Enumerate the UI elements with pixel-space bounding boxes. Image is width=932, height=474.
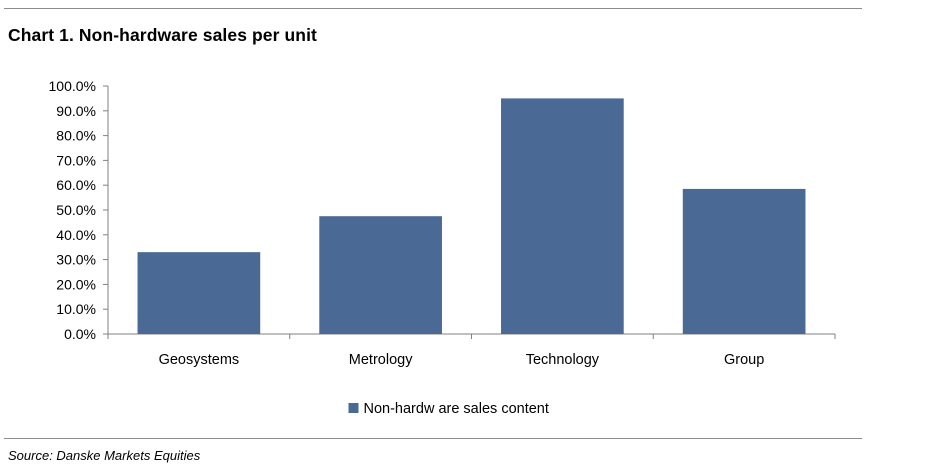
- y-tick-label: 30.0%: [56, 252, 96, 268]
- bar-technology: [501, 98, 624, 335]
- bars: [137, 98, 806, 335]
- y-axis: 0.0% 10.0% 20.0% 30.0% 40.0% 50.0% 60.0% 70.0% 8…: [49, 78, 109, 342]
- y-tick-label: 80.0%: [56, 128, 96, 144]
- legend-label: Non-hardw are sales content: [364, 401, 549, 417]
- y-tick-label: 10.0%: [56, 301, 96, 317]
- x-tick-label: Group: [724, 352, 764, 368]
- bar-group: [682, 188, 806, 334]
- x-tick-label: Technology: [526, 352, 600, 368]
- x-axis: Geosystems Metrology Technology Group: [107, 333, 836, 368]
- top-rule: [4, 8, 862, 9]
- y-tick-label: 40.0%: [56, 227, 96, 243]
- bottom-rule: [4, 438, 862, 439]
- y-tick-label: 60.0%: [56, 177, 96, 193]
- legend: Non-hardw are sales content: [348, 401, 549, 417]
- y-tick-label: 90.0%: [56, 103, 96, 119]
- y-tick-label: 20.0%: [56, 276, 96, 292]
- y-tick-label: 0.0%: [64, 326, 96, 342]
- source-note: Source: Danske Markets Equities: [8, 448, 201, 463]
- y-tick-label: 100.0%: [49, 78, 96, 94]
- x-tick-label: Geosystems: [159, 352, 240, 368]
- legend-swatch: [348, 403, 359, 413]
- y-tick-label: 50.0%: [56, 202, 96, 218]
- bar-geosystems: [137, 252, 261, 334]
- y-tick-label: 70.0%: [56, 152, 96, 168]
- bar-metrology: [319, 216, 442, 334]
- chart-title: Chart 1. Non-hardware sales per unit: [8, 25, 317, 45]
- x-tick-label: Metrology: [349, 352, 413, 368]
